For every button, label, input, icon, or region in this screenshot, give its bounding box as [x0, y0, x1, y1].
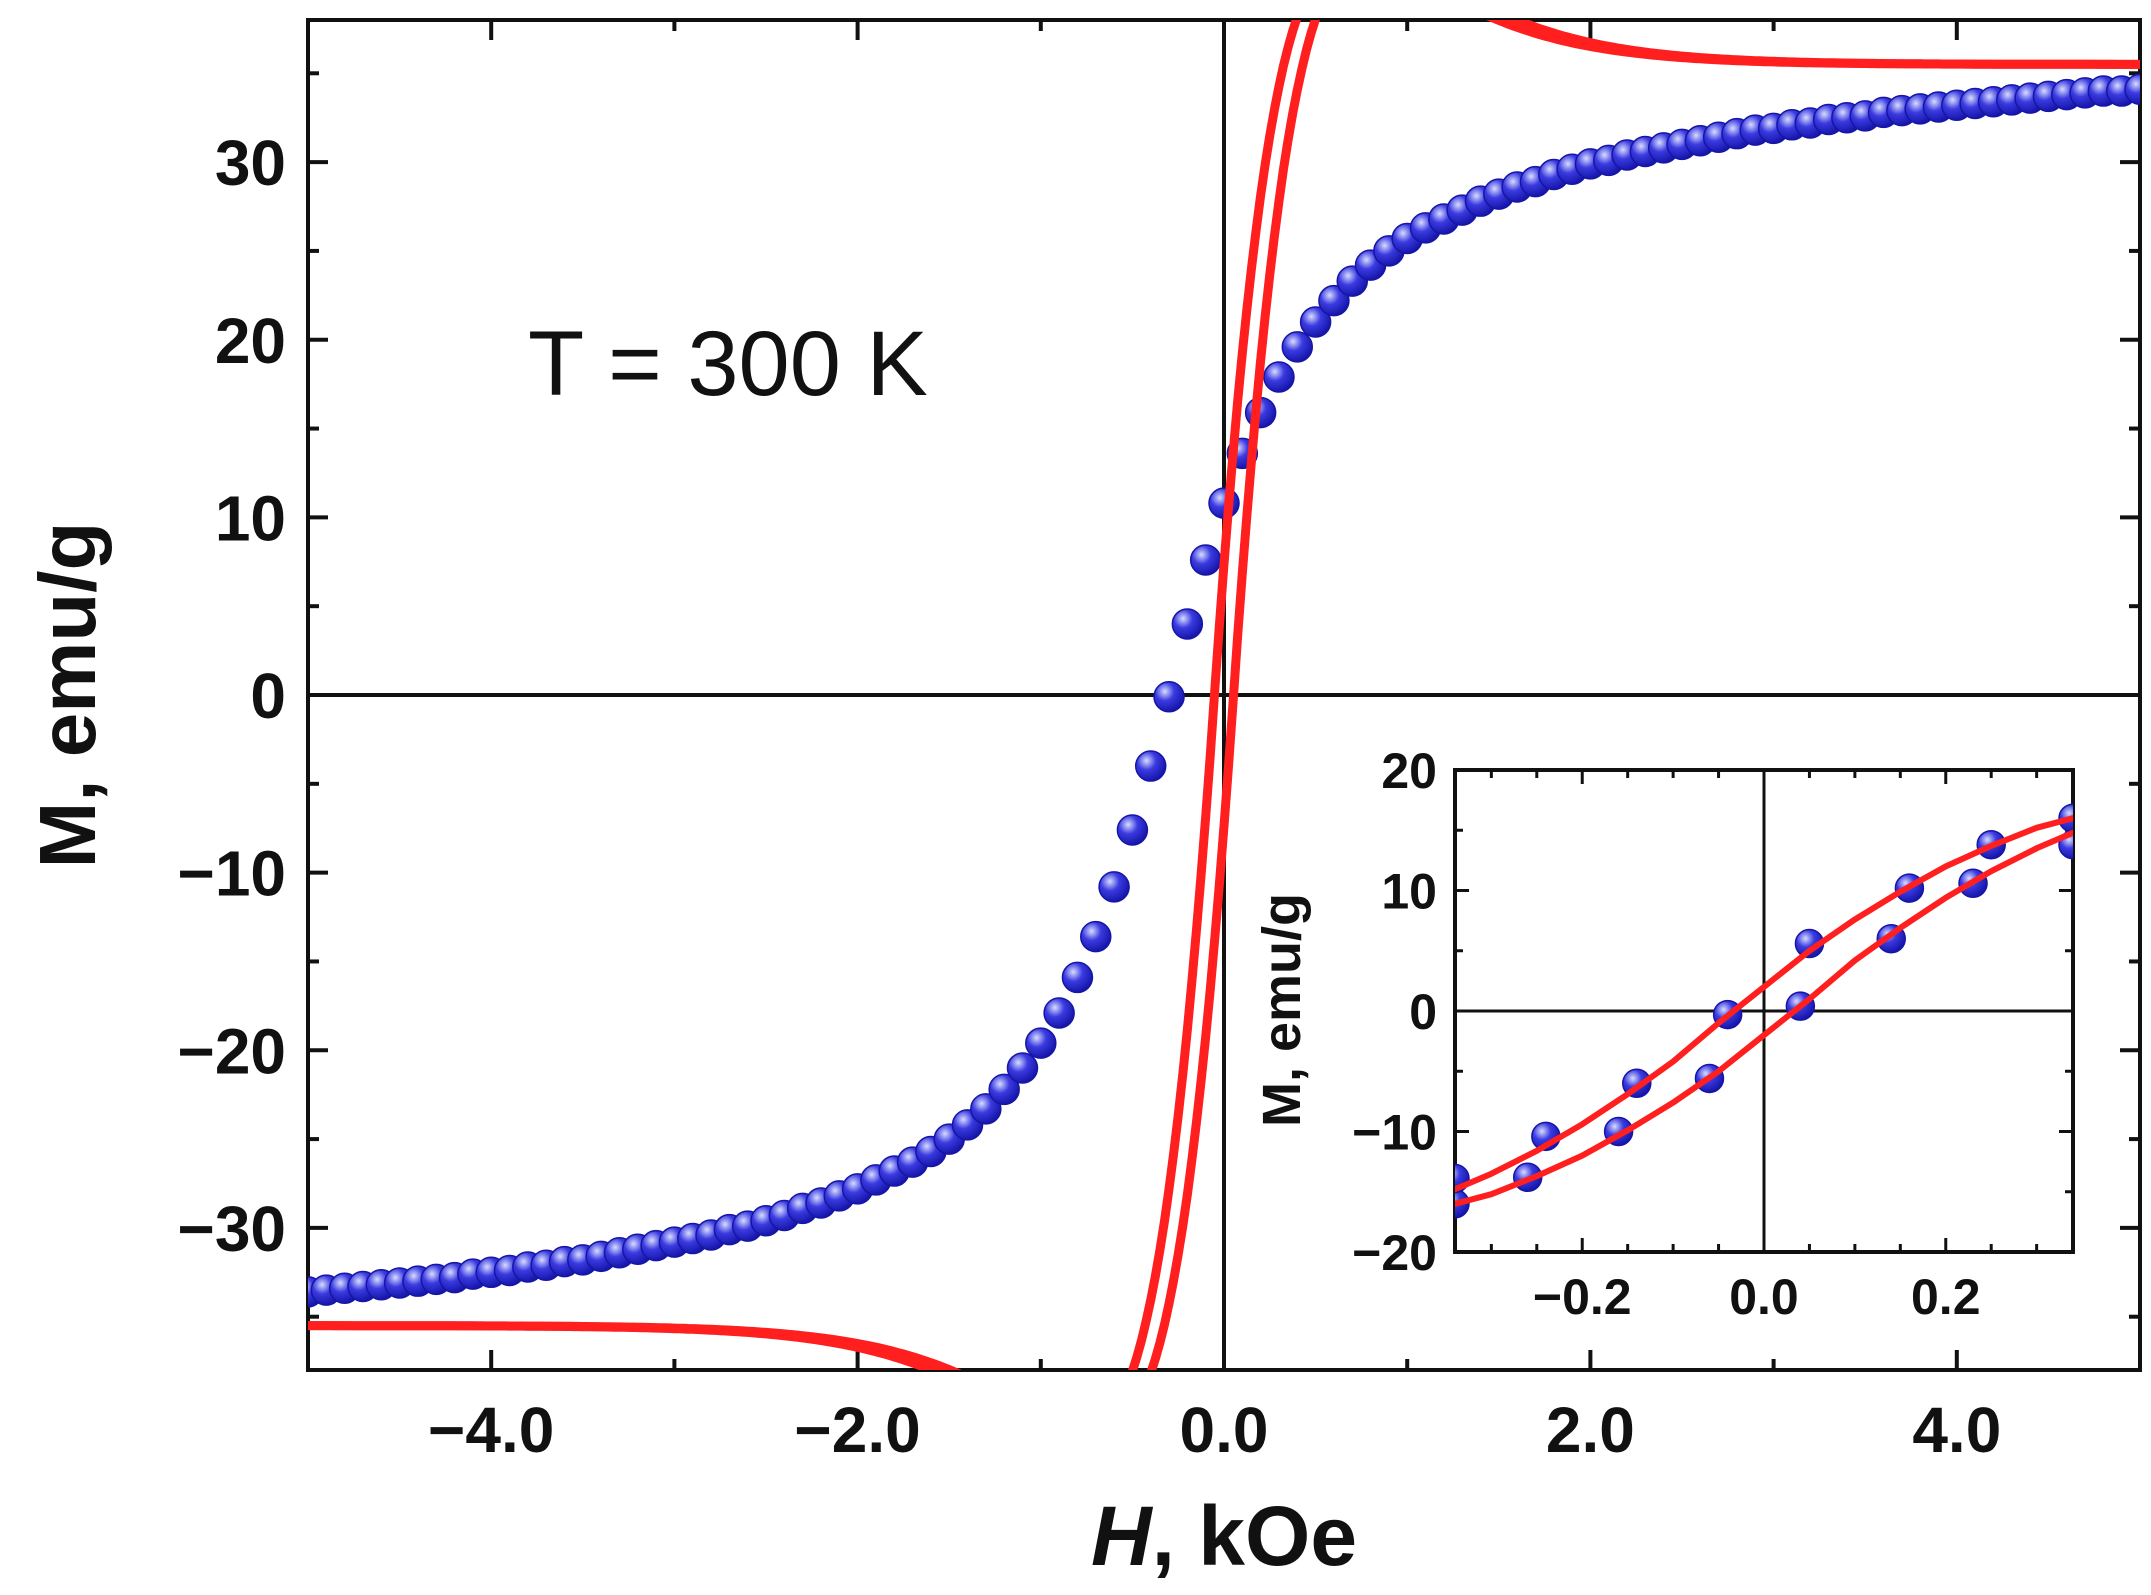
main-data-markers — [308, 73, 2140, 1308]
main-data-point — [1134, 750, 1167, 782]
main-axis-ticks — [306, 20, 2142, 1370]
main-y-tick-label: −10 — [177, 838, 286, 910]
main-data-point — [988, 1073, 1020, 1106]
main-data-point — [1025, 1027, 1057, 1059]
main-x-tick-label: −4.0 — [428, 1394, 554, 1466]
main-data-point — [1281, 331, 1314, 363]
main-x-tick-label: 4.0 — [1912, 1394, 2001, 1466]
inset-y-tick-label: 10 — [1381, 864, 1437, 920]
main-data-point — [1080, 920, 1112, 953]
inset-axis-ticks — [1455, 768, 2073, 1254]
main-data-point — [1006, 1052, 1039, 1084]
inset-y-axis-title: M, emu/g — [1252, 893, 1312, 1127]
main-data-point — [1061, 961, 1094, 994]
inset-fit-line-3 — [1455, 815, 2073, 1193]
main-y-tick-label: 20 — [215, 305, 286, 377]
main-y-tick-label: −20 — [177, 1015, 286, 1087]
main-y-tick-label: 10 — [215, 482, 286, 554]
main-data-point — [1098, 871, 1130, 903]
main-data-point — [1189, 544, 1222, 576]
inset-y-tick-label: −20 — [1352, 1225, 1437, 1281]
main-data-point — [1153, 681, 1185, 713]
main-x-tick-label: 0.0 — [1180, 1394, 1269, 1466]
inset-fit-lines — [1455, 815, 2073, 1207]
main-x-tick-labels: −4.0 −2.0 0.0 2.0 4.0 — [428, 1394, 2001, 1466]
main-data-point — [1116, 814, 1149, 846]
inset-x-tick-label: 0.2 — [1911, 1269, 1981, 1325]
main-fit-line-2 — [308, 20, 2140, 1370]
main-data-point — [1299, 306, 1332, 338]
inset-plot: −0.2 0.0 0.2 −20 −10 0 10 20 M, emu/g — [1252, 743, 2075, 1325]
main-annotation-temperature: T = 300 K — [528, 313, 928, 415]
main-y-axis-title: M, emu/g — [23, 522, 112, 869]
inset-fit-line-2 — [1455, 829, 2073, 1207]
main-y-tick-labels: −30 −20 −10 0 10 20 30 — [177, 127, 286, 1265]
main-data-point — [1318, 284, 1350, 317]
main-data-point — [1263, 361, 1295, 393]
inset-y-tick-label: −10 — [1352, 1105, 1437, 1161]
main-data-point — [970, 1093, 1002, 1125]
main-plot: −4.0 −2.0 0.0 2.0 4.0 −30 −20 −10 0 10 20 30 T = 3… — [23, 18, 2142, 1583]
inset-y-tick-labels: −20 −10 0 10 20 — [1352, 743, 1437, 1281]
main-x-axis-title: H, kOe — [1091, 1489, 1357, 1583]
main-x-tick-label: 2.0 — [1546, 1394, 1635, 1466]
main-x-tick-label: −2.0 — [794, 1394, 920, 1466]
main-data-point — [2124, 73, 2140, 106]
main-y-tick-label: 30 — [215, 127, 286, 199]
main-y-tick-label: 0 — [250, 660, 286, 732]
main-fit-lines — [308, 20, 2140, 1370]
inset-y-tick-label: 0 — [1409, 984, 1437, 1040]
main-y-tick-label: −30 — [177, 1193, 286, 1265]
inset-x-tick-label: −0.2 — [1533, 1269, 1632, 1325]
main-data-point — [1171, 608, 1204, 640]
main-zero-lines — [308, 20, 2140, 1370]
inset-x-tick-label: 0.0 — [1729, 1269, 1799, 1325]
inset-x-tick-labels: −0.2 0.0 0.2 — [1533, 1269, 1981, 1325]
main-data-point — [1043, 997, 1075, 1029]
inset-zero-lines — [1455, 770, 2073, 1252]
inset-y-tick-label: 20 — [1381, 743, 1437, 799]
